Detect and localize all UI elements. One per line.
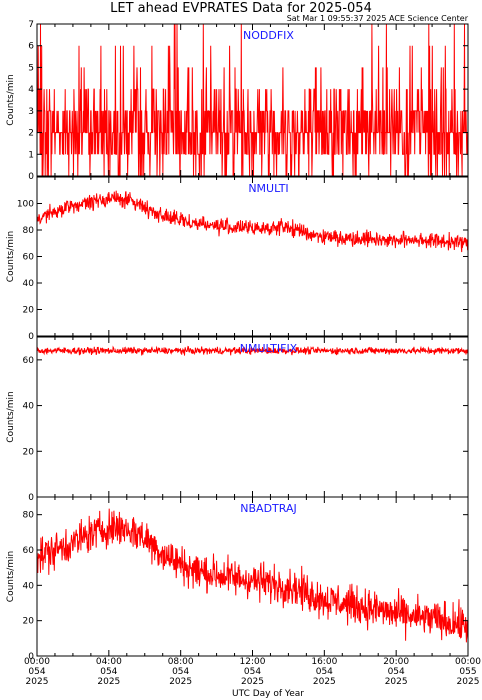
y-tick-label: 20 [23, 447, 35, 457]
y-tick-label: 2 [28, 129, 34, 139]
panels-group: 0 1 2 3 4 5 6 7 NODDFIX Counts/min 0 20 40 60 80 100 NMU… [6, 20, 469, 662]
y-tick-label: 5 [28, 63, 34, 73]
x-tick-year: 2025 [169, 677, 192, 687]
panel-nbadtraj: 0 20 40 60 80 NBADTRAJ Counts/min [6, 496, 469, 662]
x-tick-doy: 054 [388, 667, 405, 677]
y-tick-label: 6 [28, 42, 34, 52]
panel-nmultifix: 0 20 40 60 NMULTIFIX Counts/min [6, 336, 469, 503]
x-tick-year: 2025 [457, 677, 480, 687]
y-tick-label: 40 [23, 402, 35, 412]
x-axis-label: UTC Day of Year [232, 689, 304, 699]
y-tick-label: 0 [28, 332, 34, 342]
x-tick-doy: 054 [316, 667, 333, 677]
y-tick-label: 4 [28, 85, 34, 95]
x-tick-doy: 054 [172, 667, 189, 677]
y-axis-label: Counts/min [6, 551, 16, 602]
y-axis-label: Counts/min [6, 74, 16, 125]
x-tick-time: 20:00 [383, 657, 409, 667]
series-line-nmultifix [36, 345, 469, 356]
y-tick-label: 3 [28, 107, 34, 117]
x-tick-time: 00:00 [455, 657, 481, 667]
x-tick-time: 12:00 [240, 657, 266, 667]
panel-title: NBADTRAJ [240, 502, 296, 515]
x-tick-time: 00:00 [24, 657, 50, 667]
panel-title: NMULTI [248, 182, 288, 195]
y-tick-label: 20 [23, 617, 35, 627]
y-tick-label: 40 [23, 581, 35, 591]
panel-frame [36, 336, 469, 498]
x-tick-time: 16:00 [311, 657, 337, 667]
x-tick-doy: 055 [459, 667, 476, 677]
x-tick-year: 2025 [385, 677, 408, 687]
x-tick-year: 2025 [313, 677, 336, 687]
y-tick-label: 60 [23, 546, 35, 556]
y-tick-label: 1 [28, 150, 34, 160]
y-tick-label: 40 [23, 279, 35, 289]
y-tick-label: 100 [17, 200, 34, 210]
y-tick-label: 80 [23, 511, 35, 521]
series-line-noddfix [37, 23, 469, 177]
y-tick-label: 7 [28, 20, 34, 30]
x-tick-doy: 054 [100, 667, 117, 677]
y-axis-label: Counts/min [6, 391, 16, 442]
x-tick-year: 2025 [241, 677, 264, 687]
x-axis-labels: 00:00054202504:00054202508:00054202512:0… [24, 657, 481, 687]
timestamp-label: Sat Mar 1 09:55:37 2025 ACE Science Cent… [287, 14, 469, 23]
y-tick-label: 80 [23, 226, 35, 236]
y-tick-label: 0 [28, 493, 34, 503]
y-tick-label: 60 [23, 253, 35, 263]
y-tick-label: 60 [23, 356, 35, 366]
series-line-nbadtraj [36, 508, 469, 643]
panel-frame [36, 176, 469, 337]
y-tick-label: 0 [28, 652, 34, 662]
y-axis-label: Counts/min [6, 231, 16, 282]
panel-noddfix: 0 1 2 3 4 5 6 7 NODDFIX Counts/min [6, 20, 469, 182]
panel-frame [36, 496, 469, 657]
x-tick-time: 04:00 [96, 657, 122, 667]
y-tick-label: 20 [23, 306, 35, 316]
x-tick-doy: 054 [28, 667, 45, 677]
panel-nmulti: 0 20 40 60 80 100 NMULTI Counts/min [6, 176, 469, 342]
figure-title: LET ahead EVPRATES Data for 2025-054 [110, 1, 372, 16]
x-tick-year: 2025 [97, 677, 120, 687]
series-line-nmulti [36, 190, 469, 253]
x-tick-doy: 054 [244, 667, 261, 677]
panel-title: NODDFIX [243, 29, 294, 42]
panel-title: NMULTIFIX [240, 342, 298, 355]
x-tick-year: 2025 [26, 677, 49, 687]
y-tick-label: 0 [28, 172, 34, 182]
x-tick-time: 08:00 [168, 657, 194, 667]
